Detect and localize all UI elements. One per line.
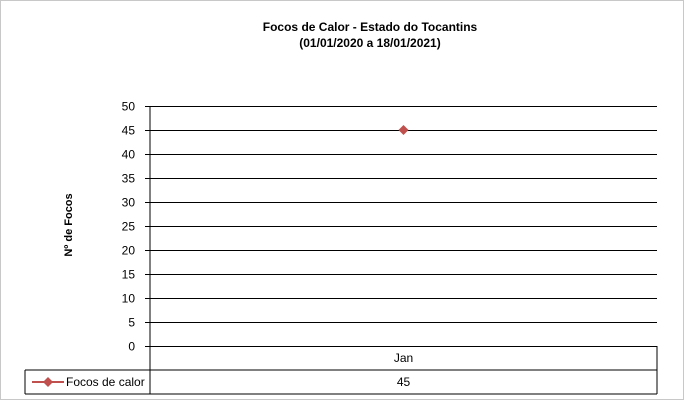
y-tick-label: 15 — [122, 268, 136, 282]
legend-key: Focos de calor — [32, 375, 145, 389]
y-axis-label: Nº de Focos — [63, 193, 75, 256]
y-tick-label: 40 — [122, 148, 136, 162]
y-tick-label: 0 — [128, 340, 135, 354]
series-layer — [398, 125, 409, 135]
y-tick-labels: 0 5 10 15 20 25 30 35 40 45 50 — [122, 100, 136, 354]
y-tick-label: 10 — [122, 292, 136, 306]
chart-subtitle: (01/01/2020 a 18/01/2021) — [299, 36, 440, 50]
table-category-row: Jan — [394, 351, 413, 365]
y-tick-label: 50 — [122, 100, 136, 114]
x-tick-label: Jan — [394, 351, 413, 365]
y-tick-label: 35 — [122, 172, 136, 186]
y-tick-label: 5 — [128, 316, 135, 330]
chart-title: Focos de Calor - Estado do Tocantins — [263, 20, 478, 34]
data-point — [398, 125, 409, 135]
y-tick-label: 20 — [122, 244, 136, 258]
y-tick-label: 45 — [122, 124, 136, 138]
grid-lines — [145, 106, 657, 347]
table-value: 45 — [397, 375, 411, 389]
legend-diamond-icon — [43, 377, 53, 387]
data-table: Jan 45 Focos de calor — [24, 346, 658, 395]
y-tick-label: 25 — [122, 220, 136, 234]
legend-series-label: Focos de calor — [66, 375, 145, 389]
table-value-row: 45 — [397, 375, 411, 389]
y-tick-label: 30 — [122, 196, 136, 210]
